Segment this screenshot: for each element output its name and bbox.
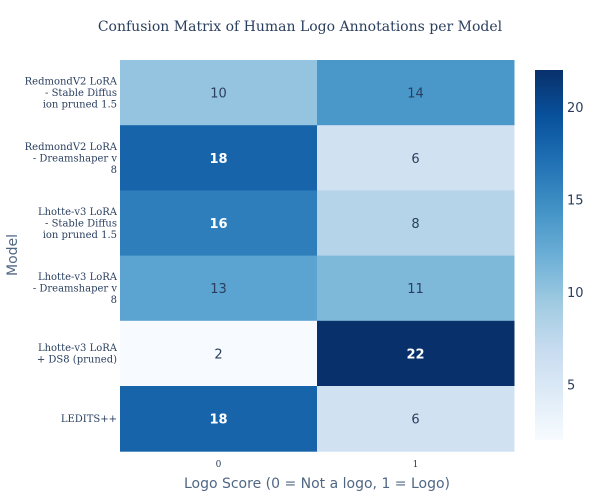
y-tick-label: Lhotte-v3 LoRA + DS8 (pruned)	[37, 343, 118, 366]
heatmap-cell	[317, 60, 515, 126]
colorbar-tick-label: 5	[567, 379, 575, 394]
cell-value-label: 14	[407, 87, 424, 102]
y-axis-title: Model	[5, 234, 21, 276]
heatmap-cell	[120, 60, 318, 126]
cell-value-label: 2	[214, 347, 222, 362]
chart-title: Confusion Matrix of Human Logo Annotatio…	[98, 19, 503, 35]
colorbar-tick-label: 15	[567, 194, 584, 209]
colorbar-ticks: 5 10 15 20	[567, 101, 584, 394]
y-tick-label: RedmondV2 LoRA - Stable Diffus ion pruned …	[25, 77, 118, 111]
x-tick-label: 0	[216, 460, 222, 470]
colorbar-tick-label: 10	[567, 286, 584, 301]
heatmap-cell	[120, 386, 318, 452]
y-tick-labels: RedmondV2 LoRA - Stable Diffus ion pruned …	[25, 77, 118, 426]
heatmap-cell	[317, 386, 515, 452]
heatmap-cell	[120, 320, 318, 387]
heatmap-cell	[317, 125, 515, 191]
colorbar	[535, 70, 563, 440]
cell-value-label: 10	[210, 87, 227, 102]
heatmap-cell	[120, 190, 318, 257]
cell-value-label: 6	[411, 413, 419, 428]
cell-value-label: 6	[411, 152, 419, 167]
cell-value-label: 16	[209, 217, 227, 232]
cell-value-label: 8	[411, 217, 419, 232]
cell-value-label: 18	[209, 152, 227, 167]
cell-value-label: 11	[407, 282, 424, 297]
x-axis-title: Logo Score (0 = Not a logo, 1 = Logo)	[184, 476, 450, 492]
heatmap-cell	[317, 320, 515, 387]
heatmap-cell	[317, 255, 515, 322]
heatmap-cell	[120, 255, 318, 322]
cell-value-label: 18	[209, 413, 227, 428]
heatmap-cell	[317, 190, 515, 257]
cell-value-label: 22	[406, 347, 424, 362]
cell-value-label: 13	[210, 282, 227, 297]
colorbar-tick-label: 20	[567, 101, 584, 116]
heatmap-cell	[120, 125, 318, 191]
x-tick-label: 1	[413, 460, 419, 470]
y-tick-label: LEDITS++	[61, 414, 117, 425]
y-tick-label: Lhotte-v3 LoRA - Stable Diffus ion pruned …	[38, 207, 118, 241]
